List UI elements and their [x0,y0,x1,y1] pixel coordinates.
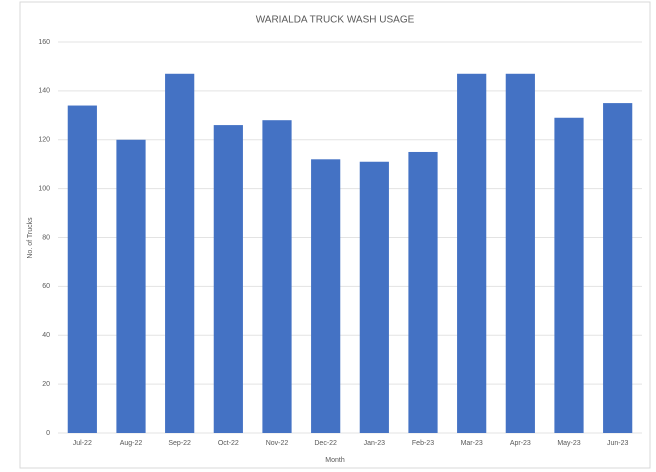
x-tick-label: Jun-23 [607,440,629,447]
x-tick-label: Jan-23 [364,440,386,447]
y-tick-label: 0 [46,430,50,437]
bar [262,120,292,433]
x-tick-label: Nov-22 [266,440,289,447]
y-tick-label: 100 [38,185,50,192]
bar [116,139,146,433]
bar [67,105,97,433]
y-axis-label: No. of Trucks [27,217,34,259]
bar [505,73,535,434]
y-tick-label: 60 [42,283,50,290]
x-tick-label: Aug-22 [120,440,143,447]
bar [213,125,243,434]
bar [408,151,438,433]
x-tick-label: Apr-23 [510,440,531,447]
bar [311,159,341,434]
x-axis-label: Month [325,457,345,464]
bar [603,103,633,433]
x-tick-label: Oct-22 [218,440,239,447]
x-tick-label: May-23 [557,440,580,447]
y-tick-label: 160 [38,39,50,46]
bar [457,73,487,434]
bar [554,117,584,433]
x-tick-label: Mar-23 [461,440,483,447]
y-tick-label: 140 [38,88,50,95]
x-tick-label: Sep-22 [168,440,191,447]
y-tick-label: 20 [42,381,50,388]
x-tick-label: Dec-22 [314,440,337,447]
bar [165,73,195,434]
x-tick-label: Jul-22 [73,440,92,447]
y-tick-label: 40 [42,332,50,339]
bar [359,161,389,433]
chart-title: WARIALDA TRUCK WASH USAGE [256,15,415,26]
y-tick-label: 80 [42,234,50,241]
x-tick-label: Feb-23 [412,440,434,447]
y-tick-label: 120 [38,137,50,144]
